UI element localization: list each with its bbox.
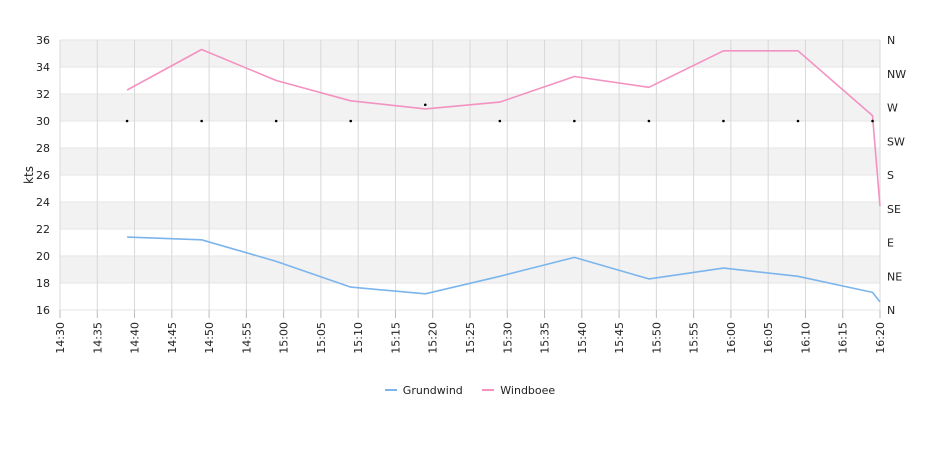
direction-axis-ticks: N NE E SE S SW W NW N [887,34,906,317]
direction-tick-label: N [887,34,895,47]
y-axis-title: kts [22,166,36,184]
legend-swatch-windboee [482,389,495,391]
y-tick-label: 36 [36,34,50,47]
x-tick-label: 15:20 [427,322,440,354]
x-tick-label: 16:15 [837,322,850,354]
direction-markers [125,103,874,123]
x-tick-label: 16:10 [799,322,812,354]
y-tick-label: 24 [36,196,50,209]
x-tick-label: 15:55 [688,322,701,354]
y-tick-label: 30 [36,115,50,128]
y-tick-label: 26 [36,169,50,182]
x-tick-label: 15:50 [650,322,663,354]
direction-dot [349,119,353,123]
direction-dot [871,119,874,123]
direction-dot [796,119,800,123]
x-tick-label: 15:15 [389,322,402,354]
x-tick-label: 14:40 [129,322,142,354]
y-tick-label: 22 [36,223,50,236]
direction-tick-label: SW [887,135,905,148]
direction-dot [423,103,427,107]
direction-tick-label: NE [887,270,902,283]
direction-dot [125,119,129,123]
direction-dot [274,119,278,123]
legend-item-windboee[interactable]: Windboee [482,384,555,397]
legend-label-windboee: Windboee [500,384,556,397]
series-line-windboee [126,48,881,207]
series-lines [126,48,881,303]
x-tick-label: 15:45 [613,322,626,354]
x-tick-label: 15:25 [464,322,477,354]
direction-dot [498,119,502,123]
direction-tick-label: N [887,304,895,317]
y-tick-label: 20 [36,250,50,263]
legend-swatch-grundwind [384,389,397,391]
x-tick-label: 15:30 [501,322,514,354]
x-axis-ticks: 14:30 14:35 14:40 14:45 14:50 14:55 15:00 15:05… [54,322,887,354]
y-tick-label: 18 [36,277,50,290]
direction-tick-label: E [887,237,894,250]
legend-item-grundwind[interactable]: Grundwind [384,384,463,397]
x-tick-label: 16:05 [762,322,775,354]
x-tick-label: 14:45 [166,322,179,354]
x-tick-label: 14:30 [54,322,67,354]
direction-dot [647,119,651,123]
y-tick-label: 28 [36,142,50,155]
x-tick-label: 15:00 [278,322,291,354]
direction-tick-label: SE [887,203,901,216]
y-tick-label: 16 [36,304,50,317]
y-tick-label: 34 [36,61,50,74]
direction-tick-label: NW [887,68,906,81]
direction-dot [200,119,203,123]
x-tick-label: 16:20 [874,322,887,354]
x-tick-label: 15:35 [539,322,552,354]
direction-tick-label: W [887,102,898,115]
x-tick-label: 14:35 [91,322,104,354]
x-tick-label: 15:05 [315,322,328,354]
y-tick-label: 32 [36,88,50,101]
x-tick-label: 16:00 [725,322,738,354]
direction-dot [722,119,725,123]
legend: Grundwind Windboee [0,384,940,397]
series-line-grundwind [127,236,881,303]
x-tick-label: 15:10 [352,322,365,354]
legend-label-grundwind: Grundwind [402,384,463,397]
y-axis-ticks: 16 18 20 22 24 26 28 30 32 34 36 [36,34,50,317]
x-tick-label: 14:55 [240,322,253,354]
direction-dot [573,119,576,123]
x-tick-label: 14:50 [203,322,216,354]
x-tick-label: 15:40 [576,322,589,354]
direction-tick-label: S [887,169,894,182]
